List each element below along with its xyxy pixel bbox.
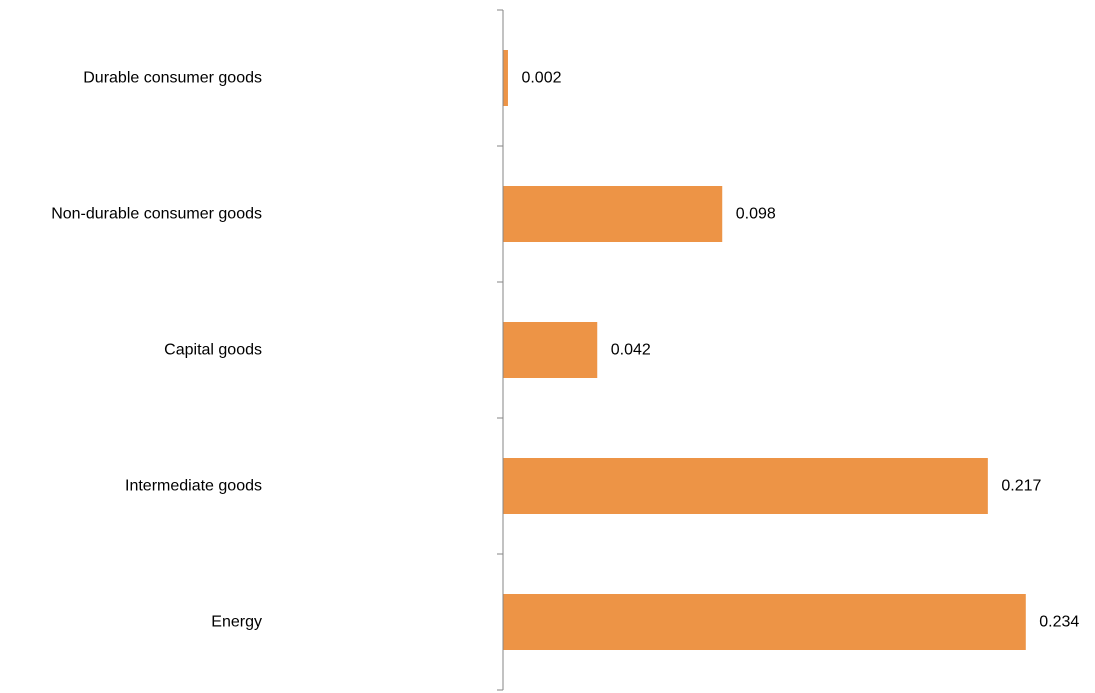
data-label: 0.002 xyxy=(521,70,561,87)
value-labels: 0.002 0.098 0.042 0.217 0.234 xyxy=(521,70,1079,631)
category-label: Durable consumer goods xyxy=(83,70,262,87)
data-label: 0.217 xyxy=(1001,478,1041,495)
bar xyxy=(503,458,988,514)
bar xyxy=(503,186,723,242)
bar xyxy=(503,594,1026,650)
data-label: 0.098 xyxy=(736,206,776,223)
category-labels: Durable consumer goods Non-durable consum… xyxy=(51,70,262,631)
bars xyxy=(503,50,1026,650)
bar xyxy=(503,322,598,378)
bar xyxy=(503,50,508,106)
data-label: 0.042 xyxy=(611,342,651,359)
category-label: Intermediate goods xyxy=(125,478,262,495)
category-label: Capital goods xyxy=(164,342,262,359)
category-label: Non-durable consumer goods xyxy=(51,206,262,223)
data-label: 0.234 xyxy=(1039,614,1079,631)
category-label: Energy xyxy=(211,614,262,631)
category-axis xyxy=(497,9,504,691)
